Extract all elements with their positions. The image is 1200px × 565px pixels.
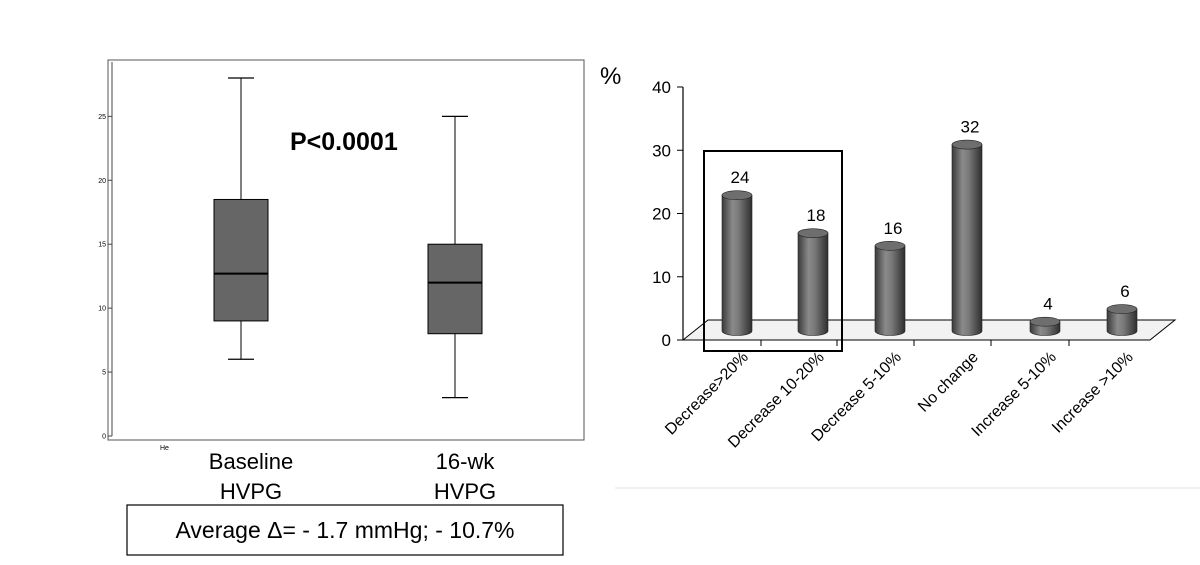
boxplot-boxes xyxy=(213,77,483,399)
average-delta-text: Average Δ= - 1.7 mmHg; - 10.7% xyxy=(175,517,514,543)
bar-category-label: Increase >10% xyxy=(1049,349,1137,437)
bar-y-tick-label: 40 xyxy=(652,78,671,97)
bar-top xyxy=(951,139,983,150)
bar-y-tick-label: 20 xyxy=(652,205,671,224)
boxplot-y-tick-label: 10 xyxy=(98,306,106,313)
boxplot-y-tick-label: 25 xyxy=(98,114,106,121)
y-axis-unit-label: % xyxy=(600,63,621,90)
bar-y-axis: 0 10 20 30 40 xyxy=(652,78,684,350)
bar-top xyxy=(797,228,829,238)
bar: 4 xyxy=(1029,295,1061,336)
bar-chart: % 0 10 20 30 40 24 18 16 32 4 6 Decrease>20%Decre… xyxy=(600,63,1200,489)
p-value-annotation: P<0.0001 xyxy=(290,128,398,156)
bar-value-label: 6 xyxy=(1120,282,1129,301)
bar-body xyxy=(721,194,753,336)
bar-top xyxy=(1029,316,1061,327)
bar: 6 xyxy=(1106,282,1138,336)
bar-value-label: 16 xyxy=(884,219,903,238)
average-delta-box xyxy=(126,504,564,556)
bar-top xyxy=(1106,304,1138,314)
bar-value-label: 4 xyxy=(1043,295,1052,314)
stray-axis-label: He xyxy=(160,445,169,452)
highlight-box xyxy=(703,150,843,352)
boxplot-category-label: HVPG xyxy=(434,479,496,504)
box-week16 xyxy=(427,115,483,399)
bar-top xyxy=(721,190,753,200)
bar-value-label: 24 xyxy=(731,168,750,187)
boxplot-y-tick-label: 20 xyxy=(98,178,106,185)
bar: 24 xyxy=(721,168,753,336)
bar-floor xyxy=(681,319,1177,346)
bar: 18 xyxy=(797,206,829,336)
bar-body xyxy=(797,232,829,336)
bar-category-label: Increase 5-10% xyxy=(969,349,1060,440)
boxplot-category-label: HVPG xyxy=(220,479,282,504)
bar-top xyxy=(874,241,906,251)
bar-y-tick-label: 10 xyxy=(652,268,671,287)
boxplot-y-axis: 0 5 10 15 20 25 xyxy=(98,62,113,441)
bar-body xyxy=(951,144,983,336)
bar-category-label: No change xyxy=(915,349,982,416)
bar: 32 xyxy=(951,118,983,336)
boxplot-y-tick-label: 0 xyxy=(102,434,106,441)
boxplot-category-labels: Baseline HVPG 16-wk HVPG xyxy=(209,449,496,504)
boxplot-category-label: Baseline xyxy=(209,449,293,474)
bar-body xyxy=(874,245,906,336)
bar-body xyxy=(1106,308,1138,336)
bar-category-labels: Decrease>20%Decrease 10-20%Decrease 5-10… xyxy=(662,349,1137,452)
bar: 16 xyxy=(874,219,906,336)
bar-y-tick-label: 0 xyxy=(662,331,671,350)
boxplot-y-tick-label: 5 xyxy=(102,370,106,377)
iqr-box xyxy=(427,243,483,335)
iqr-box xyxy=(213,198,269,322)
bar-y-tick-label: 30 xyxy=(652,141,671,160)
bar-series: 24 18 16 32 4 6 xyxy=(721,118,1138,336)
box-baseline xyxy=(213,77,269,360)
boxplot-chart: 0 5 10 15 20 25 He P<0.0001 Baseline HVPG 16-wk… xyxy=(98,59,585,556)
boxplot-y-tick-label: 15 xyxy=(98,242,106,249)
boxplot-frame xyxy=(107,59,585,441)
floor-plane xyxy=(681,319,1177,341)
bar-value-label: 18 xyxy=(807,206,826,225)
bar-value-label: 32 xyxy=(961,118,980,137)
boxplot-category-label: 16-wk xyxy=(436,449,496,474)
